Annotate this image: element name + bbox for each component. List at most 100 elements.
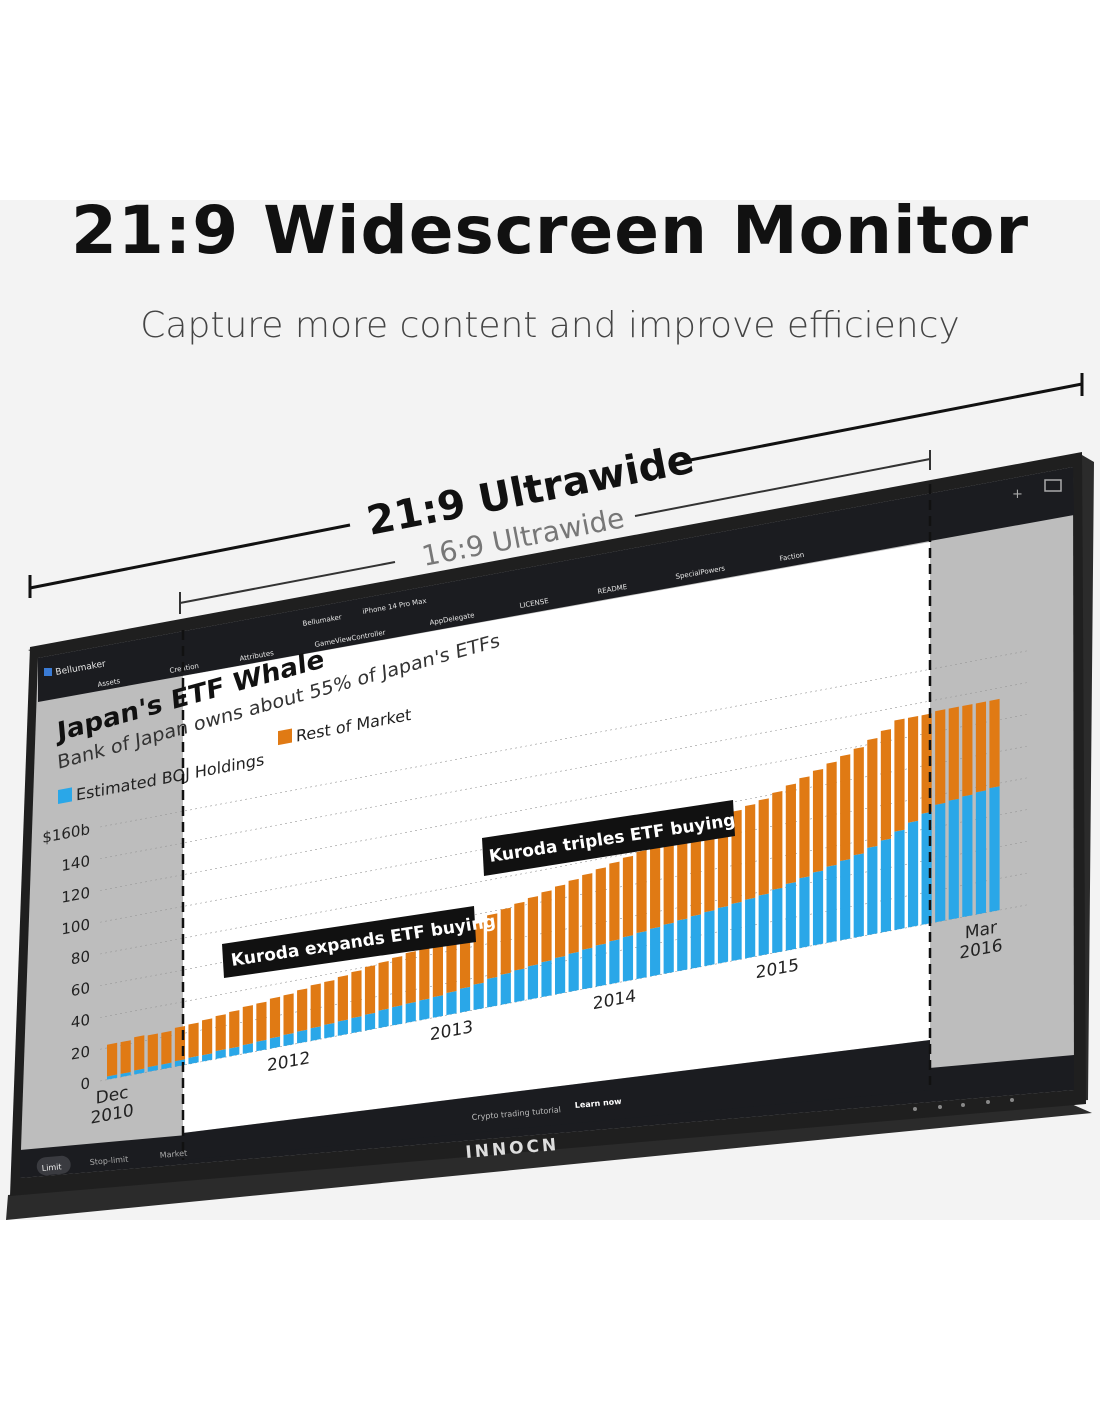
bar-rest <box>989 698 1000 789</box>
bar-boj <box>663 922 674 974</box>
bar-boj <box>432 995 443 1018</box>
sidebar-toggle-icon[interactable] <box>1044 479 1062 492</box>
bar-rest <box>432 942 443 998</box>
y-tick-label: 40 <box>71 1011 90 1032</box>
bar-boj <box>840 859 851 941</box>
bar-rest <box>555 884 566 959</box>
monitor-controls <box>913 1098 1014 1111</box>
bar-rest <box>758 798 769 896</box>
bar-rest <box>894 718 905 832</box>
sidebar-tab-assets[interactable]: Assets <box>97 677 121 689</box>
bar-boj <box>459 986 471 1013</box>
bar-rest <box>840 754 851 862</box>
bar-rest <box>202 1018 213 1056</box>
add-tab-icon[interactable]: + <box>1012 487 1023 502</box>
bar-boj <box>120 1071 131 1078</box>
bar-rest <box>134 1035 145 1071</box>
bar-rest <box>541 890 552 963</box>
bars <box>107 698 1000 1080</box>
order-button-limit-bg[interactable] <box>36 1155 71 1176</box>
bar-boj <box>853 853 864 938</box>
bar-rest <box>812 768 824 873</box>
etf-chart: Japan's ETF Whale Bank of Japan owns abo… <box>42 629 1030 1129</box>
bar-rest <box>459 929 471 989</box>
bar-rest <box>188 1022 199 1058</box>
legend-swatch <box>278 728 292 746</box>
bar-boj <box>867 845 878 936</box>
bar-boj <box>364 1012 376 1031</box>
bar-boj <box>799 876 810 949</box>
y-tick-label: 140 <box>61 852 90 875</box>
bar-boj <box>677 918 688 972</box>
bar-boj <box>500 972 511 1005</box>
control-button-3[interactable] <box>961 1103 965 1107</box>
bar-boj <box>473 982 484 1011</box>
screen-footer-strip <box>183 1040 930 1160</box>
control-button-1[interactable] <box>913 1107 917 1111</box>
bar-boj <box>772 887 783 954</box>
order-button-market[interactable]: Market <box>159 1149 187 1160</box>
bar-rest <box>772 791 783 890</box>
bar-boj <box>202 1053 213 1062</box>
bar-rest <box>690 827 701 917</box>
bar-rest <box>269 996 281 1039</box>
order-button-stop-limit[interactable]: Stop-limit <box>89 1155 128 1167</box>
bar-rest <box>242 1005 253 1046</box>
hero-title: 21:9 Widescreen Monitor <box>70 192 1030 269</box>
bar-boj <box>609 939 620 985</box>
bar-boj <box>527 964 539 1000</box>
bar-rest <box>582 873 593 950</box>
power-button[interactable] <box>1010 1098 1014 1102</box>
bar-boj <box>283 1033 294 1047</box>
bar-rest <box>324 980 335 1025</box>
bar-boj <box>487 976 498 1008</box>
bar-boj <box>324 1022 335 1039</box>
screen-top-bar <box>38 467 1074 702</box>
bar-rest <box>935 709 946 805</box>
app-logo-icon <box>44 668 52 676</box>
bar-rest <box>310 983 321 1029</box>
bar-boj <box>541 960 552 998</box>
bar-rest <box>609 861 620 942</box>
bar-boj <box>297 1029 308 1044</box>
bar-boj <box>582 947 593 990</box>
bar-boj <box>392 1005 403 1026</box>
hero-subtitle: Capture more content and improve efficie… <box>140 305 960 346</box>
bar-boj <box>419 998 430 1021</box>
bar-rest <box>663 838 674 925</box>
bar-boj <box>758 893 769 956</box>
order-button-limit[interactable]: Limit <box>41 1162 62 1173</box>
bar-boj <box>446 991 457 1016</box>
bar-boj <box>242 1043 253 1054</box>
y-tick-label: 20 <box>71 1042 90 1063</box>
bar-boj <box>256 1039 267 1052</box>
bar-rest <box>975 701 987 793</box>
bar-boj <box>107 1074 118 1080</box>
bar-rest <box>283 993 294 1036</box>
bar-rest <box>446 937 457 993</box>
bar-boj <box>812 870 824 946</box>
bar-rest <box>351 970 362 1019</box>
bar-boj <box>704 910 715 967</box>
bar-boj <box>351 1016 362 1034</box>
bar-boj <box>514 968 525 1003</box>
control-button-4[interactable] <box>986 1100 990 1104</box>
bar-rest <box>215 1014 226 1052</box>
control-button-2[interactable] <box>938 1105 942 1109</box>
footer-learn-link[interactable]: Learn now <box>574 1097 622 1110</box>
y-tick-label: 60 <box>71 979 90 1000</box>
bar-boj <box>337 1019 348 1036</box>
bar-boj <box>568 951 579 992</box>
bar-rest <box>392 956 403 1008</box>
bar-boj <box>975 790 987 915</box>
bar-rest <box>147 1033 158 1068</box>
bar-rest <box>378 961 389 1011</box>
bar-boj <box>269 1036 281 1049</box>
bar-boj <box>962 794 973 918</box>
bar-rest <box>527 896 539 967</box>
bar-rest <box>595 867 606 946</box>
bar-rest <box>107 1042 118 1077</box>
bar-rest <box>717 815 729 909</box>
grid-line <box>100 650 1030 828</box>
bar-boj <box>595 943 606 987</box>
